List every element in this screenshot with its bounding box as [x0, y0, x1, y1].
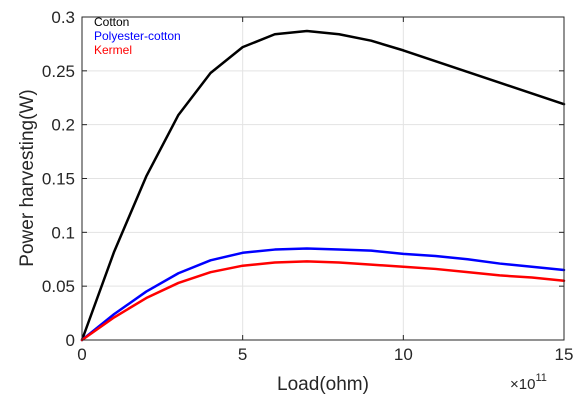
x-tick-label: 0 [77, 345, 86, 364]
series-line-polyester-cotton [80, 247, 566, 342]
y-tick-label: 0.2 [51, 116, 75, 135]
x-axis-exponent-power: 11 [535, 372, 546, 384]
series-group [80, 29, 566, 342]
series-line-kermel [80, 260, 566, 342]
y-axis-label: Power harvesting(W) [17, 89, 38, 266]
x-tick-label: 15 [555, 345, 574, 364]
x-axis-exponent: ×1011 [510, 372, 547, 393]
ticks [81, 16, 565, 341]
y-tick-label: 0.1 [51, 223, 75, 242]
legend-entry: Cotton [94, 15, 129, 29]
y-tick-label: 0.05 [42, 277, 75, 296]
legend-entry: Polyester-cotton [94, 29, 181, 43]
y-tick-label: 0 [66, 331, 75, 350]
x-tick-label: 5 [238, 345, 247, 364]
x-tick-label: 10 [394, 345, 413, 364]
y-tick-label: 0.3 [51, 8, 75, 27]
legend-entry: Kermel [94, 43, 132, 57]
series-line-cotton [80, 29, 566, 342]
y-tick-label: 0.15 [42, 170, 75, 189]
x-axis-label: Load(ohm) [277, 374, 369, 395]
x-axis-exponent-base: ×10 [510, 376, 535, 393]
tick-labels: 0 5 10 15 0 0.05 0.1 0.15 0.2 0.25 0.3 [42, 8, 574, 364]
y-tick-label: 0.25 [42, 62, 75, 81]
